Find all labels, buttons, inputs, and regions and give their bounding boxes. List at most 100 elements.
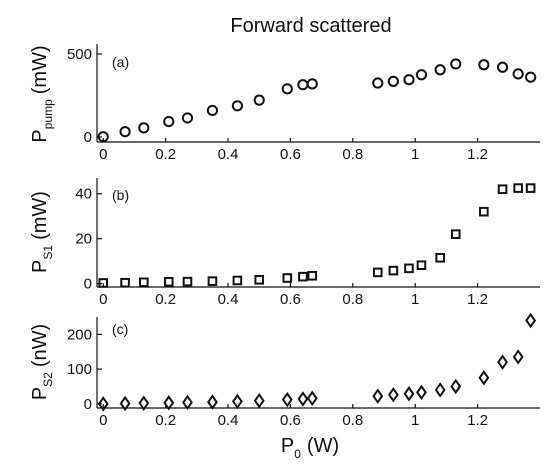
panel-c-ylabel: PS2 (nW) — [29, 324, 55, 400]
panel-a-point — [415, 69, 428, 81]
panel-c: (c) PS2 (nW) 0 100 200 0 0.2 0.4 0.6 0.8 1 1.2 — [29, 312, 540, 429]
panel-b-point — [525, 183, 536, 193]
panel-c-point — [119, 395, 131, 412]
panel-c-point — [525, 312, 537, 329]
panel-a-point — [206, 104, 219, 117]
panel-b-point — [207, 276, 218, 286]
panel-c-y-tick-label: 100 — [67, 361, 92, 378]
panel-b-y-tick-label: 0 — [84, 276, 92, 293]
panel-b-point — [163, 277, 174, 287]
panel-c-point — [253, 392, 265, 409]
panel-b-points — [98, 183, 536, 288]
panel-b-point — [138, 277, 149, 288]
panel-b-y-tick-label: 40 — [75, 186, 92, 203]
panel-b-point — [497, 184, 508, 195]
panel-c-point — [231, 393, 243, 410]
panel-a-label: (a) — [112, 54, 129, 70]
panel-b-x-ticks: 0 0.2 0.4 0.6 0.8 1 1.2 — [99, 283, 488, 308]
panel-c-ylabel-main: P — [29, 387, 51, 400]
panel-c-point — [138, 395, 150, 411]
panel-a-points — [97, 58, 537, 143]
panel-a-ylabel: Ppump (mW) — [29, 45, 55, 142]
panel-a-point — [512, 68, 524, 80]
panel-a-point — [253, 94, 265, 106]
svg-text:PS2(nW): PS2 (nW) — [29, 324, 55, 400]
panel-c-point — [416, 384, 427, 401]
panel-a-y-tick-label: 0 — [84, 129, 92, 146]
x-axis-label-main: P — [281, 435, 294, 457]
panel-a-point — [138, 122, 150, 134]
panel-a-x-tick-label: 0 — [99, 146, 107, 163]
panel-b-point — [282, 273, 293, 283]
panel-a-point — [297, 79, 309, 91]
panel-c-y-tick-label: 0 — [84, 396, 92, 413]
panel-c-ylabel-unit: (nW) — [29, 324, 51, 367]
panel-a-x-tick-label: 0.4 — [218, 146, 239, 163]
panel-c-point — [97, 396, 109, 412]
x-axis-label: P0 (W) — [281, 435, 339, 461]
panel-b-x-tick-label: 0.6 — [280, 291, 301, 308]
panel-b-point — [372, 267, 383, 278]
panel-c-point — [434, 382, 446, 398]
panel-b-x-tick-label: 0.8 — [342, 291, 363, 308]
panel-c-point — [281, 391, 293, 408]
panel-b-ylabel-main: P — [29, 260, 51, 273]
panel-c-points — [97, 312, 537, 412]
panel-a-x-tick-label: 1 — [411, 146, 419, 163]
panel-b-x-tick-label: 0.4 — [218, 291, 239, 308]
panel-b-point — [416, 260, 427, 270]
svg-text:Ppump(mW): Ppump (mW) — [29, 45, 55, 142]
panel-c-point — [207, 394, 218, 410]
figure-title: Forward scattered — [230, 15, 391, 37]
panel-b-y-tick-label: 20 — [75, 231, 92, 248]
panel-a-point — [450, 58, 462, 70]
panel-c-x-tick-label: 1 — [411, 412, 419, 429]
panel-c-y-ticks: 0 100 200 — [67, 326, 102, 413]
panel-a-point — [496, 61, 509, 73]
panel-c-point — [450, 378, 462, 395]
panel-b: (b) PS1 (mW) 0 20 40 0 0.2 0.4 0.6 0.8 1 1.2 — [29, 178, 540, 308]
panel-c-x-tick-label: 1.2 — [467, 412, 488, 429]
x-axis-label-unit: (W) — [307, 435, 339, 457]
panel-b-point — [404, 263, 414, 274]
panel-c-x-tick-label: 0.4 — [218, 412, 239, 429]
panel-a-point — [478, 59, 490, 71]
panel-a-point — [434, 64, 446, 76]
panel-a-point — [97, 131, 109, 143]
panel-a-point — [306, 78, 318, 90]
panel-a-x-tick-label: 0.6 — [280, 146, 301, 163]
panel-a-ylabel-main: P — [29, 129, 51, 142]
panel-c-point — [478, 370, 490, 386]
panel-c-point — [497, 354, 508, 370]
panel-c-x-ticks: 0 0.2 0.4 0.6 0.8 1 1.2 — [99, 404, 488, 429]
panel-b-point — [513, 183, 523, 193]
panel-b-point — [435, 252, 445, 263]
panel-b-point — [120, 277, 130, 288]
panel-a-x-tick-label: 0.2 — [155, 146, 176, 163]
panel-a-point — [525, 71, 537, 83]
panel-c-point — [306, 390, 318, 407]
panel-c-point — [387, 387, 399, 403]
panel-b-point — [298, 271, 308, 282]
panel-a: (a) Ppump (mW) 0 500 0 0.2 0.4 0.6 0.8 1 1.2 — [29, 44, 540, 163]
panel-a-point — [387, 75, 399, 87]
panel-a-point — [119, 126, 131, 138]
panel-b-x-tick-label: 0.2 — [155, 291, 176, 308]
panel-a-x-tick-label: 1.2 — [467, 146, 488, 163]
panel-c-ylabel-sub: S2 — [41, 372, 55, 387]
panel-c-point — [512, 349, 524, 365]
panel-c-x-tick-label: 0.2 — [155, 412, 176, 429]
panel-b-y-ticks: 0 20 40 — [75, 186, 102, 293]
panel-a-point — [372, 77, 384, 89]
panel-b-x-tick-label: 1.2 — [467, 291, 488, 308]
svg-text:PS1(mW): PS1 (mW) — [29, 191, 55, 273]
panel-a-point — [403, 74, 415, 86]
panel-b-point — [388, 265, 399, 276]
panel-c-point — [163, 395, 175, 411]
panel-a-y-tick-label: 500 — [67, 46, 92, 63]
panel-c-label: (c) — [112, 321, 128, 337]
panel-c-x-tick-label: 0.8 — [342, 412, 363, 429]
panel-c-point — [297, 391, 309, 407]
panel-a-point — [163, 115, 175, 128]
panel-a-ylabel-sub: pump — [41, 99, 55, 129]
